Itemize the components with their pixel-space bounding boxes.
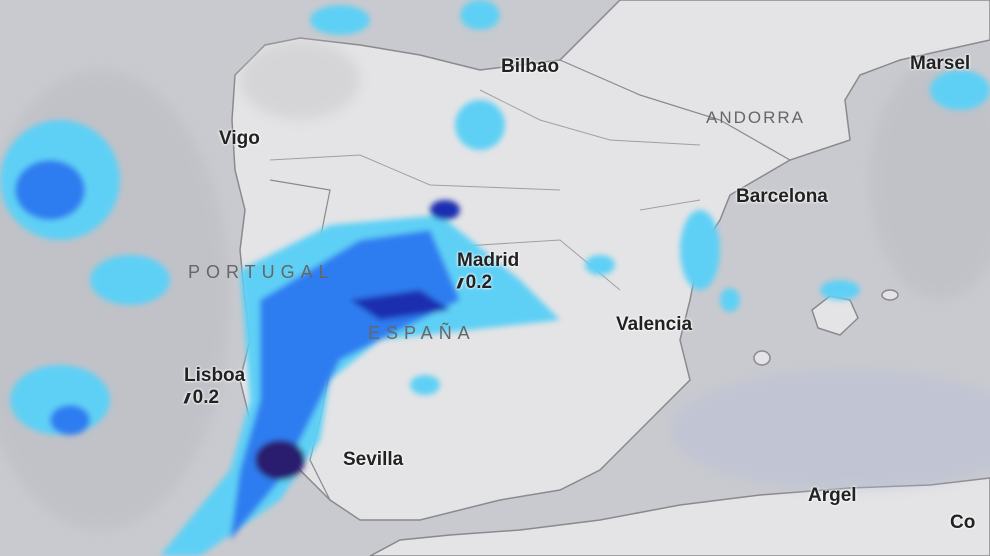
city-label-bilbao[interactable]: Bilbao bbox=[501, 56, 560, 77]
city-name: Madrid bbox=[457, 250, 520, 271]
precip-value: 0.2 bbox=[192, 387, 220, 408]
city-label-constantina[interactable]: Co bbox=[950, 512, 976, 533]
border-france bbox=[559, 59, 791, 161]
country-label-spain: ESPAÑA bbox=[368, 323, 476, 343]
city-label-valencia[interactable]: Valencia bbox=[616, 314, 693, 335]
city-label-barcelona[interactable]: Barcelona bbox=[736, 186, 828, 207]
city-label-argel[interactable]: Argel bbox=[808, 485, 857, 506]
city-label-sevilla[interactable]: Sevilla bbox=[343, 449, 404, 470]
precip-value: 0.2 bbox=[465, 272, 493, 293]
border-regions bbox=[269, 89, 701, 291]
city-label-lisboa[interactable]: Lisboa ///0.2 bbox=[184, 365, 245, 409]
island-menorca bbox=[881, 289, 899, 301]
city-label-vigo[interactable]: Vigo bbox=[219, 128, 260, 149]
city-label-marsella[interactable]: Marsel bbox=[910, 53, 971, 74]
island-mallorca bbox=[811, 295, 859, 336]
city-name: Lisboa bbox=[184, 365, 246, 386]
country-label-portugal: PORTUGAL bbox=[188, 262, 335, 282]
land-africa bbox=[369, 477, 990, 556]
city-label-madrid[interactable]: Madrid ///0.2 bbox=[457, 250, 519, 294]
rain-icon: /// bbox=[184, 390, 189, 406]
country-label-andorra: ANDORRA bbox=[706, 108, 806, 127]
rain-icon: /// bbox=[457, 275, 462, 291]
island-ibiza bbox=[753, 350, 771, 366]
